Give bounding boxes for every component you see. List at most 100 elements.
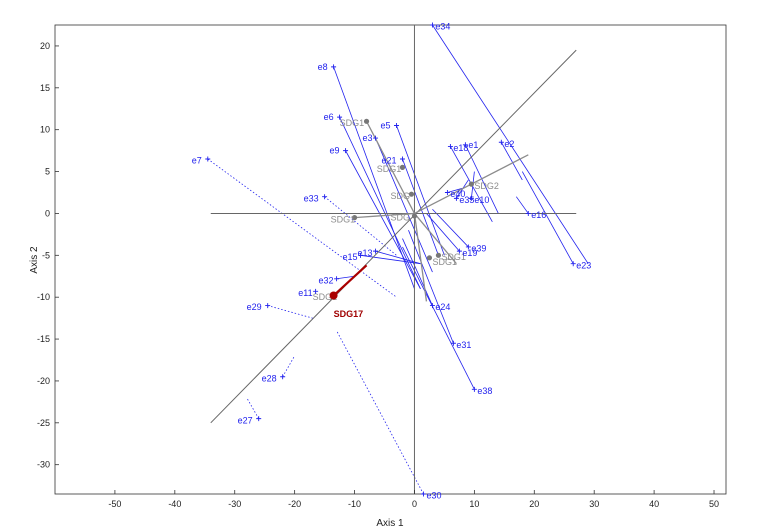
x-tick-label: -50 bbox=[108, 499, 121, 509]
env-label-e34: e34 bbox=[435, 22, 450, 32]
env-marker-e16 bbox=[525, 210, 531, 216]
env-label-e1: e1 bbox=[468, 140, 478, 150]
sample-marker-7 bbox=[426, 255, 433, 261]
projection-line-e5 bbox=[396, 125, 445, 256]
sample-marker-3 bbox=[408, 191, 415, 197]
env-marker-e1 bbox=[462, 142, 468, 148]
sample-label-8: SDG1 bbox=[313, 292, 338, 302]
env-label-e8: e8 bbox=[318, 62, 328, 72]
projection-line-e39 bbox=[432, 208, 469, 248]
env-label-e23: e23 bbox=[576, 260, 591, 270]
reference-lines bbox=[210, 25, 577, 494]
projection-line-e31 bbox=[408, 230, 454, 344]
y-tick-label: -25 bbox=[37, 418, 50, 428]
y-tick-label: 5 bbox=[45, 167, 50, 177]
env-marker-e15 bbox=[358, 252, 364, 258]
y-tick-label: -5 bbox=[42, 250, 50, 260]
env-label-e6: e6 bbox=[324, 112, 334, 122]
env-marker-e5 bbox=[393, 123, 399, 128]
env-label-e28: e28 bbox=[262, 373, 277, 383]
projection-line-e7 bbox=[207, 158, 397, 298]
sample-marker-2 bbox=[468, 181, 474, 187]
x-tick-label: 30 bbox=[589, 499, 599, 509]
env-marker-e7 bbox=[205, 156, 211, 162]
sample-arrow-3 bbox=[365, 121, 416, 214]
env-label-e32: e32 bbox=[319, 275, 334, 285]
env-label-e13: e13 bbox=[357, 248, 372, 258]
sample-marker-0 bbox=[363, 118, 370, 124]
env-marker-e11 bbox=[313, 288, 319, 294]
env-marker-e28 bbox=[280, 374, 286, 380]
env-label-e33: e33 bbox=[304, 193, 319, 203]
env-marker-e2 bbox=[498, 139, 504, 145]
env-marker-e18 bbox=[447, 143, 453, 149]
x-tick-label: -20 bbox=[288, 499, 301, 509]
sample-label-0: SDG1 bbox=[340, 118, 365, 128]
projection-line-e33 bbox=[324, 196, 397, 256]
x-tick-label: 20 bbox=[529, 499, 539, 509]
sample-arrow-4 bbox=[354, 212, 415, 219]
env-label-e11: e11 bbox=[298, 288, 312, 298]
projection-line-e23 bbox=[521, 171, 574, 264]
env-marker-e35 bbox=[453, 195, 459, 201]
projection-line-e28 bbox=[282, 355, 295, 377]
env-marker-e23 bbox=[570, 261, 576, 267]
projection-line-e21 bbox=[402, 158, 439, 256]
env-marker-e27 bbox=[256, 416, 262, 422]
highlight-arrow bbox=[332, 264, 368, 297]
env-marker-e32 bbox=[334, 276, 340, 282]
x-tick-label: 0 bbox=[412, 499, 417, 509]
sample-label-3: SDG bbox=[391, 191, 411, 201]
projection-line-e27 bbox=[246, 397, 260, 419]
y-tick-label: 20 bbox=[40, 41, 50, 51]
sample-arrow-1 bbox=[413, 213, 457, 265]
env-marker-e38 bbox=[471, 386, 477, 392]
x-tick-label: -30 bbox=[228, 499, 241, 509]
sample-label-6: SDG1 bbox=[441, 252, 466, 262]
env-marker-e13 bbox=[373, 248, 379, 254]
env-label-e3: e3 bbox=[363, 133, 373, 143]
projection-line-e38 bbox=[402, 246, 475, 390]
y-tick-label: -15 bbox=[37, 334, 50, 344]
sample-label-4: SDG1 bbox=[331, 214, 356, 224]
projection-line-e13 bbox=[375, 250, 421, 265]
env-label-e16: e16 bbox=[531, 210, 546, 220]
env-label-e2: e2 bbox=[504, 139, 514, 149]
env-marker-e3 bbox=[373, 135, 379, 141]
env-projection-lines bbox=[207, 24, 589, 495]
env-label-e19: e19 bbox=[462, 248, 477, 258]
env-label-e24: e24 bbox=[435, 302, 450, 312]
sample-label-1: SDG1 bbox=[377, 164, 402, 174]
env-marker-e19 bbox=[456, 248, 462, 254]
env-label-e30: e30 bbox=[426, 491, 441, 501]
env-marker-e40 bbox=[444, 190, 450, 195]
env-marker-e6 bbox=[337, 114, 343, 120]
y-tick-label: 15 bbox=[40, 83, 50, 93]
x-tick-label: 10 bbox=[469, 499, 479, 509]
env-marker-e30 bbox=[420, 491, 426, 497]
projection-line-e19 bbox=[426, 213, 460, 252]
projection-line-e2 bbox=[500, 142, 523, 181]
projection-line-e40 bbox=[447, 187, 463, 193]
env-marker-e9 bbox=[343, 148, 349, 154]
env-label-e39: e39 bbox=[471, 244, 486, 254]
x-tick-label: 40 bbox=[649, 499, 659, 509]
env-label-e29: e29 bbox=[247, 302, 262, 312]
env-label-e27: e27 bbox=[238, 415, 253, 425]
env-label-e9: e9 bbox=[330, 146, 340, 156]
sample-label-7: SDG1 bbox=[432, 257, 457, 267]
sample-marker-6 bbox=[435, 252, 442, 258]
x-ticks: -50 -40 -30 -20 -10 0 10 20 30 40 50 bbox=[108, 490, 719, 509]
sample-marker-5 bbox=[411, 213, 418, 219]
env-marker-e31 bbox=[450, 340, 456, 346]
projection-axis bbox=[210, 49, 577, 424]
y-tick-label: 0 bbox=[45, 208, 50, 218]
env-marker-e21 bbox=[399, 156, 405, 162]
projection-line-e34 bbox=[432, 24, 589, 264]
projection-line-e8 bbox=[333, 66, 415, 289]
highlight-label: SDG17 bbox=[334, 309, 364, 319]
sample-arrows bbox=[354, 121, 529, 302]
